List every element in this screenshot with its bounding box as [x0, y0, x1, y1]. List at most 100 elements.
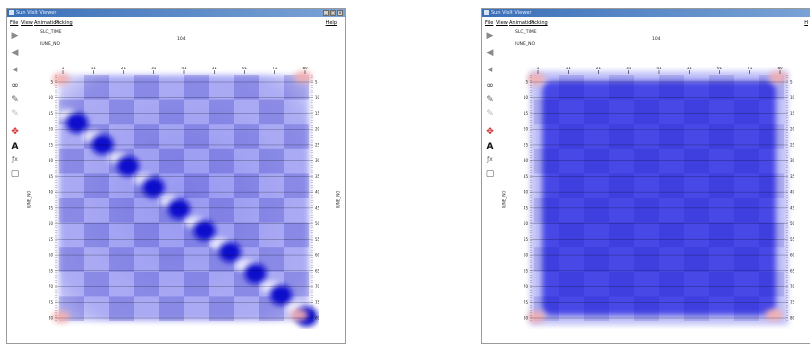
- diagonal-peak: [142, 177, 165, 198]
- viewer-window-left: Sun VisIt Viewer _ □ × File View Animati…: [6, 8, 346, 344]
- y-tick-label: 50: [524, 221, 528, 226]
- menu-file[interactable]: File: [10, 20, 19, 26]
- menu-view[interactable]: View: [496, 20, 508, 26]
- maximize-button[interactable]: □: [330, 10, 336, 16]
- y-tick-label-right: 45: [315, 205, 319, 210]
- tool-column: ▶ ◀ ◂ ∞ ✎ ✎ ✥ A ƒx ▢: [482, 29, 500, 343]
- y-tick-label: 55: [49, 237, 53, 242]
- page-icon[interactable]: ▢: [10, 169, 20, 179]
- y-tick-label: 35: [49, 174, 53, 179]
- x-tick-label: 71: [747, 67, 753, 70]
- rewind-icon[interactable]: ◂: [487, 65, 493, 75]
- y-tick-label-right: 40: [790, 190, 794, 195]
- variable-caption: SLC_TIME: [40, 30, 62, 35]
- y-tick-label: 40: [524, 190, 528, 195]
- x-tick-label: 1: [537, 67, 540, 70]
- y-tick-label: 80: [524, 316, 528, 321]
- rewind-icon[interactable]: ◂: [12, 65, 18, 75]
- y-tick-label-right: 20: [315, 127, 319, 132]
- x-tick-label: 21: [121, 67, 127, 70]
- diagonal-peak: [193, 220, 216, 241]
- y-tick-label-right: 30: [790, 158, 794, 163]
- y-tick-label-right: 55: [790, 237, 794, 242]
- y-tick-label: 15: [49, 111, 53, 116]
- menu-animation[interactable]: Animation: [34, 20, 60, 26]
- binoculars-icon[interactable]: ∞: [486, 81, 494, 91]
- y-tick-label: 20: [49, 127, 53, 132]
- close-button[interactable]: ×: [337, 10, 343, 16]
- y-tick-label-right: 10: [315, 95, 319, 100]
- step-back-icon[interactable]: ◀: [11, 48, 19, 58]
- pen-disabled-icon[interactable]: ✎: [486, 109, 494, 119]
- corner-spot: [765, 309, 783, 321]
- window-title: Sun VisIt Viewer: [491, 10, 532, 16]
- y-tick-label: 30: [49, 158, 53, 163]
- menu-picking[interactable]: Picking: [55, 20, 73, 26]
- menu-help[interactable]: Help: [325, 20, 337, 26]
- menu-view[interactable]: View: [21, 20, 33, 26]
- x-tick-label: 31: [151, 67, 157, 70]
- y-tick-label-right: 45: [790, 205, 794, 210]
- x-tick-label: 51: [212, 67, 218, 70]
- menu-animation[interactable]: Animation: [509, 20, 535, 26]
- x-tick-label: 11: [91, 67, 97, 70]
- page-icon[interactable]: ▢: [485, 169, 495, 179]
- y-tick-label: 30: [524, 158, 528, 163]
- y-tick-label-right: 70: [790, 284, 794, 289]
- y-tick-label: 65: [524, 268, 528, 273]
- y-tick-label: 55: [524, 237, 528, 242]
- y-tick-label: 80: [49, 316, 53, 321]
- corner-spot: [290, 309, 308, 321]
- y-axis-label: IUNE_NO: [26, 190, 32, 209]
- play-icon[interactable]: ▶: [486, 31, 494, 41]
- x-tick-label: 61: [717, 67, 723, 70]
- x-tick-label: 80: [777, 67, 783, 70]
- y-tick-label: 60: [49, 253, 53, 258]
- y-tick-label-right: 40: [315, 190, 319, 195]
- app-icon: [9, 10, 14, 15]
- y-tick-label: 70: [49, 284, 53, 289]
- y-tick-label-right: 60: [790, 253, 794, 258]
- y-tick-label: 5: [525, 80, 528, 85]
- diagonal-peak: [168, 199, 190, 219]
- x-tick-label: 21: [596, 67, 602, 70]
- y-tick-label-right: 35: [790, 174, 794, 179]
- pen-icon[interactable]: ✎: [11, 95, 19, 105]
- y-tick-label-right: 30: [315, 158, 319, 163]
- texture: [534, 75, 784, 321]
- title-bar[interactable]: Sun VisIt Viewer: [482, 9, 810, 17]
- pen-icon[interactable]: ✎: [486, 95, 494, 105]
- formula-icon[interactable]: ƒx: [487, 156, 493, 163]
- play-icon[interactable]: ▶: [11, 31, 19, 41]
- corner-spot: [527, 311, 545, 323]
- x-tick-label: 1: [62, 67, 65, 70]
- time-value: 104: [652, 37, 661, 42]
- y-tick-label-right: 15: [315, 111, 319, 116]
- text-tool-icon[interactable]: A: [486, 142, 494, 152]
- title-bar[interactable]: Sun VisIt Viewer _ □ ×: [7, 9, 345, 17]
- menu-file[interactable]: File: [485, 20, 494, 26]
- minimize-button[interactable]: _: [323, 10, 329, 16]
- move-arrows-icon[interactable]: ✥: [486, 127, 494, 137]
- y-tick-label: 25: [524, 142, 528, 147]
- text-tool-icon[interactable]: A: [11, 142, 19, 152]
- plot-area[interactable]: 5510101515202025253030353540404545505055…: [49, 67, 319, 329]
- step-back-icon[interactable]: ◀: [486, 48, 494, 58]
- y-tick-label-right: 25: [790, 142, 794, 147]
- y-tick-label-right: 35: [315, 174, 319, 179]
- x-tick-label: 41: [656, 67, 662, 70]
- heatmap-plot[interactable]: 5510101515202025253030353540404545505055…: [524, 67, 794, 329]
- tool-column: ▶ ◀ ◂ ∞ ✎ ✎ ✥ A ƒx ▢: [7, 29, 25, 343]
- formula-icon[interactable]: ƒx: [12, 156, 18, 163]
- y-tick-label: 15: [524, 111, 528, 116]
- x-tick-label: 51: [687, 67, 693, 70]
- move-arrows-icon[interactable]: ✥: [11, 127, 19, 137]
- menu-help[interactable]: H: [804, 20, 808, 26]
- binoculars-icon[interactable]: ∞: [11, 81, 19, 91]
- pen-disabled-icon[interactable]: ✎: [11, 109, 19, 119]
- heatmap-plot[interactable]: 5510101515202025253030353540404545505055…: [49, 67, 319, 329]
- y-tick-label: 45: [524, 205, 528, 210]
- plot-area[interactable]: 5510101515202025253030353540404545505055…: [524, 67, 794, 329]
- y-tick-label-right: 70: [315, 284, 319, 289]
- menu-picking[interactable]: Picking: [530, 20, 548, 26]
